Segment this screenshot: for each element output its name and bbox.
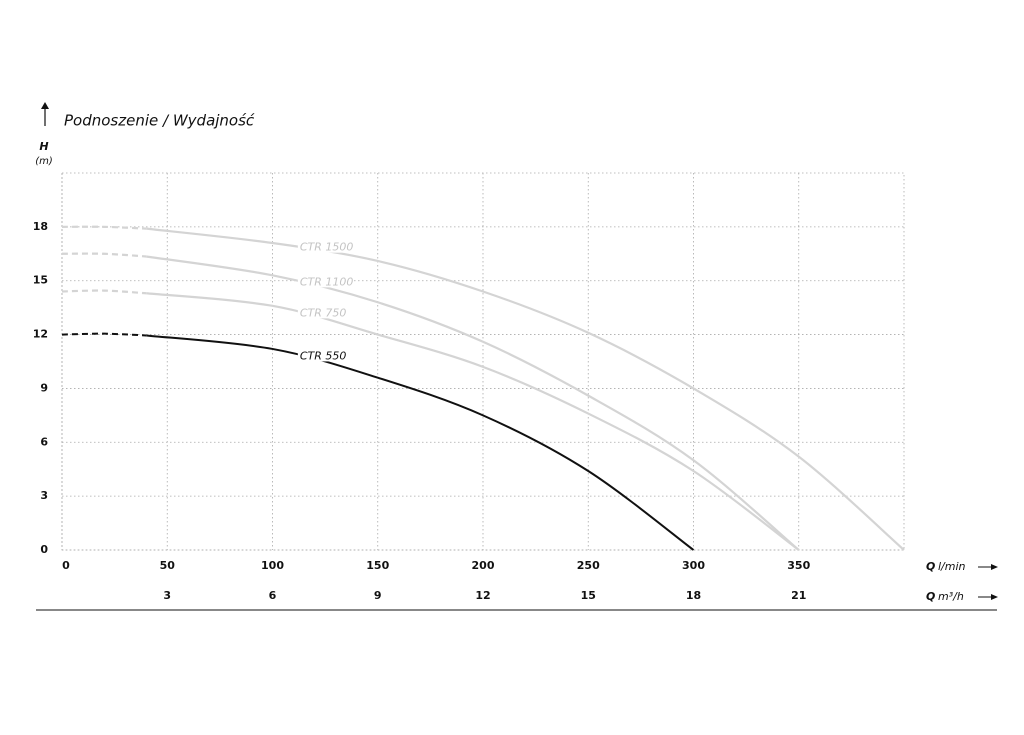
x2-tick-label: 21 [791,589,806,602]
x2-tick-label: 6 [269,589,277,602]
chart-title: Podnoszenie / Wydajność [64,112,255,130]
x-tick-label: 150 [366,559,389,572]
x-tick-label: 0 [62,559,70,572]
x-tick-label: 300 [682,559,705,572]
y-tick-label: 15 [33,274,48,287]
curve-dashed [61,289,147,295]
label-backdrop [297,351,354,362]
label-backdrop [297,242,354,253]
x2-arrow-head [991,594,998,600]
label-backdrop [297,277,354,288]
x-unit: l/min [938,560,966,573]
x2-tick-label: 12 [475,589,490,602]
x-tick-label: 50 [160,559,176,572]
x-arrow-head [991,564,998,570]
x-tick-label: 100 [261,559,284,572]
curve [146,292,800,551]
y-tick-label: 9 [40,381,48,394]
series-label: CTR 1100 [300,275,354,288]
series-label: CTR 1500 [300,241,354,254]
x-label: Q [926,560,935,573]
y-tick-label: 6 [40,435,48,448]
x2-tick-label: 18 [686,589,701,602]
curve-dashed [61,225,147,230]
x2-tick-label: 3 [163,589,171,602]
y-label: H [39,140,48,153]
curve [146,227,905,551]
x-tick-label: 350 [787,559,810,572]
x2-label: Q [926,590,935,603]
y-arrow-head [41,102,49,109]
x2-tick-label: 15 [581,589,596,602]
curve-dashed [61,252,147,258]
series-label: CTR 550 [300,349,347,362]
x-tick-label: 250 [577,559,600,572]
y-tick-label: 12 [33,328,48,341]
series-label: CTR 750 [300,306,347,319]
curve [146,255,800,551]
y-unit: (m) [35,156,53,167]
x-tick-label: 200 [472,559,495,572]
curve-dashed [61,332,147,337]
x2-unit: m³/h [938,590,964,603]
label-backdrop [297,308,354,319]
y-tick-label: 0 [40,543,48,556]
y-tick-label: 3 [40,489,48,502]
x2-tick-label: 9 [374,589,382,602]
y-tick-label: 18 [33,220,48,233]
curve [146,334,695,551]
